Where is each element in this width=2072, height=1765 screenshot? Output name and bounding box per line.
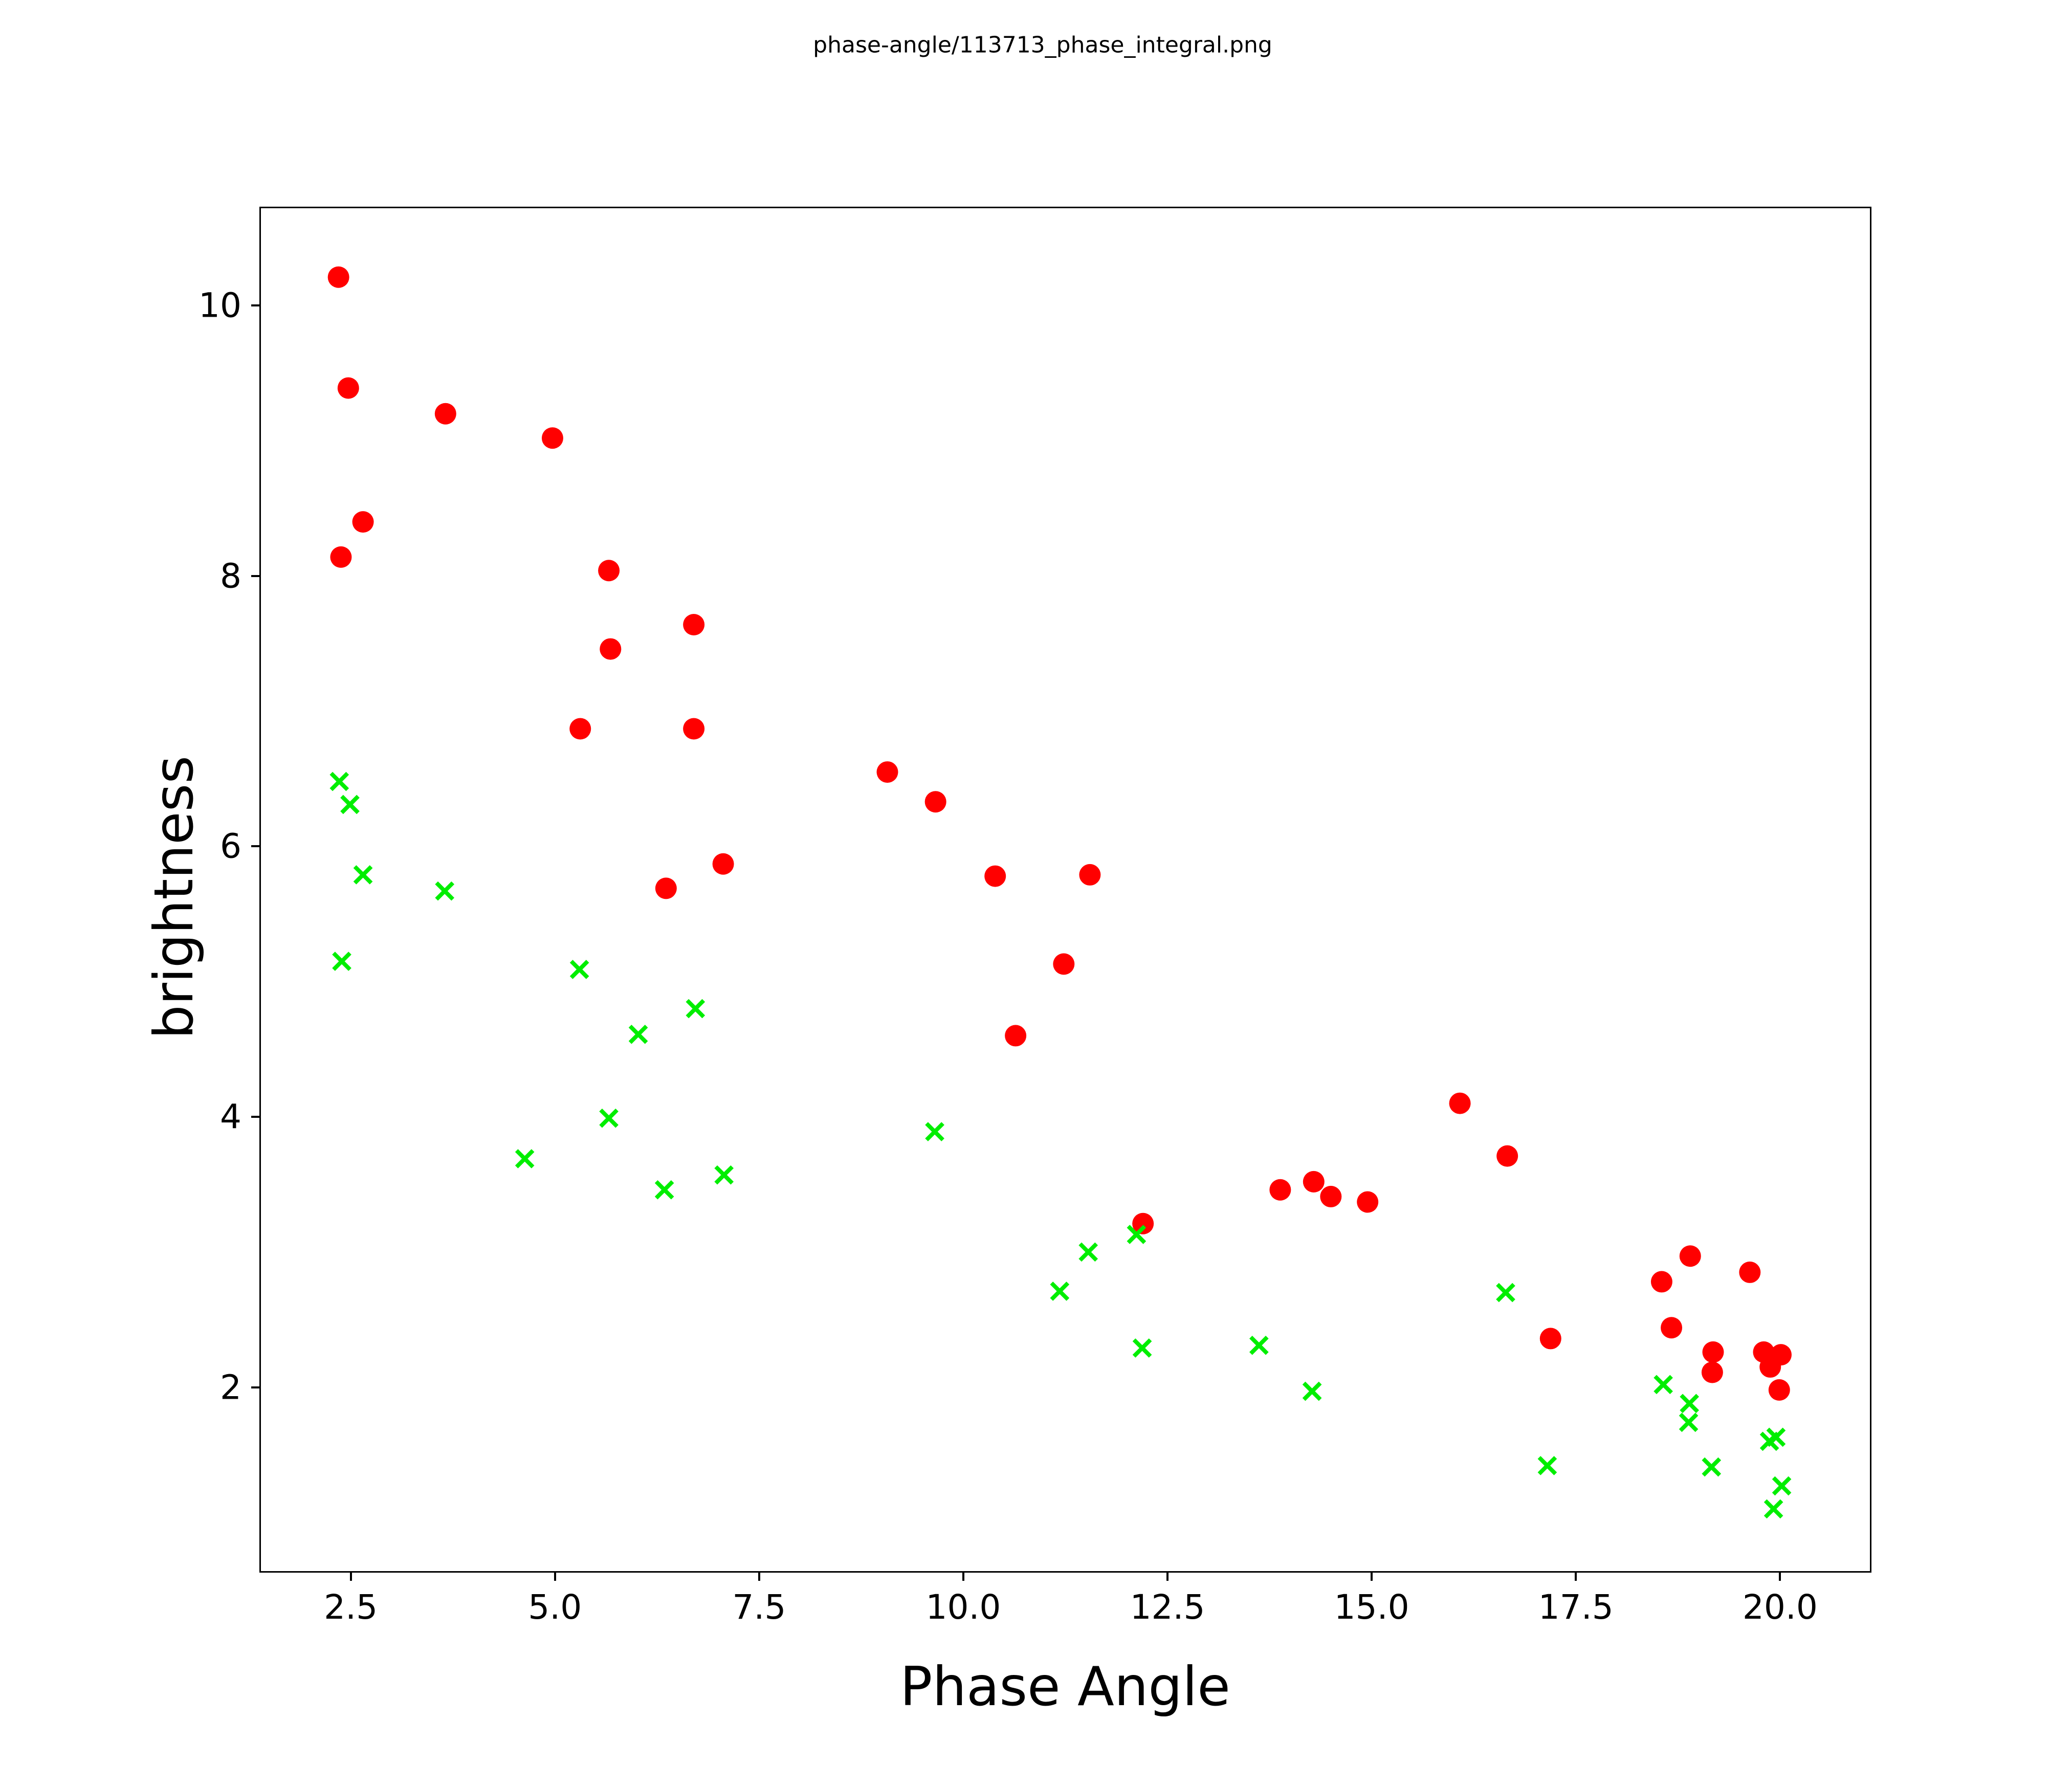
data-point-x: [628, 1024, 648, 1044]
x-tick-mark: [1371, 1573, 1373, 1581]
data-point-x: [435, 881, 455, 901]
x-axis-label: Phase Angle: [900, 1656, 1230, 1718]
y-tick-label: 2: [220, 1367, 241, 1407]
data-point-x: [1249, 1335, 1269, 1355]
data-point-x: [925, 1122, 944, 1141]
data-point-x: [569, 960, 589, 979]
data-point-circle: [655, 877, 677, 899]
data-point-x: [1078, 1242, 1098, 1262]
data-point-circle: [683, 718, 705, 740]
x-tick-mark: [758, 1573, 760, 1581]
data-point-circle: [1701, 1361, 1723, 1383]
y-tick-label: 4: [220, 1097, 241, 1137]
x-tick-label: 12.5: [1130, 1587, 1205, 1627]
scatter-plot: [327, 266, 1792, 1519]
data-point-circle: [924, 791, 946, 813]
x-tick-label: 2.5: [324, 1587, 378, 1627]
data-point-circle: [1357, 1191, 1379, 1213]
data-point-circle: [1449, 1092, 1471, 1114]
data-point-x: [599, 1108, 619, 1128]
y-tick-label: 8: [220, 556, 241, 596]
data-point-circle: [330, 546, 352, 568]
y-tick-mark: [251, 1116, 259, 1118]
data-point-circle: [1079, 864, 1101, 886]
data-point-circle: [1496, 1145, 1518, 1167]
data-point-x: [1127, 1225, 1147, 1244]
data-point-x: [353, 865, 373, 885]
data-point-x: [329, 771, 349, 791]
data-point-circle: [1768, 1379, 1790, 1401]
x-tick-mark: [349, 1573, 352, 1581]
x-tick-label: 20.0: [1742, 1587, 1818, 1627]
data-point-x: [340, 795, 360, 814]
data-point-x: [515, 1149, 535, 1168]
data-point-x: [686, 999, 706, 1019]
y-axis-label: brightness: [143, 756, 205, 1039]
data-point-x: [1679, 1413, 1699, 1432]
series-circle: [327, 266, 1792, 1401]
y-tick-mark: [251, 575, 259, 577]
data-point-circle: [1650, 1271, 1672, 1293]
y-tick-label: 10: [199, 285, 241, 325]
y-tick-mark: [251, 304, 259, 307]
data-point-circle: [598, 560, 620, 582]
data-point-circle: [1132, 1212, 1154, 1234]
data-point-circle: [1320, 1185, 1342, 1207]
data-point-circle: [1739, 1261, 1761, 1283]
data-point-x: [1702, 1457, 1722, 1477]
x-tick-label: 7.5: [732, 1587, 786, 1627]
data-point-circle: [1661, 1317, 1683, 1339]
x-tick-mark: [1575, 1573, 1577, 1581]
data-point-x: [714, 1165, 734, 1185]
y-tick-mark: [251, 1386, 259, 1388]
data-point-circle: [1005, 1025, 1027, 1047]
data-point-circle: [434, 403, 456, 425]
data-point-circle: [327, 266, 349, 288]
data-point-circle: [712, 853, 734, 875]
data-point-x: [1496, 1283, 1515, 1303]
data-point-x: [1537, 1456, 1557, 1475]
data-point-circle: [876, 761, 898, 783]
data-point-x: [1654, 1375, 1673, 1395]
data-point-circle: [352, 511, 374, 533]
data-point-circle: [1702, 1341, 1724, 1363]
x-tick-mark: [1779, 1573, 1781, 1581]
data-point-x: [1302, 1381, 1322, 1401]
data-point-circle: [984, 865, 1006, 887]
data-point-x: [1766, 1427, 1786, 1447]
x-tick-mark: [1166, 1573, 1169, 1581]
data-point-x: [1132, 1338, 1152, 1358]
y-tick-mark: [251, 845, 259, 848]
y-tick-label: 6: [220, 826, 241, 866]
data-point-x: [1772, 1476, 1792, 1496]
x-tick-label: 5.0: [528, 1587, 582, 1627]
data-point-circle: [1053, 953, 1075, 975]
x-tick-label: 10.0: [925, 1587, 1001, 1627]
data-point-circle: [1679, 1245, 1701, 1267]
plot-area: [259, 207, 1871, 1573]
data-point-circle: [1759, 1356, 1781, 1378]
x-tick-mark: [962, 1573, 964, 1581]
data-point-circle: [569, 718, 591, 740]
chart-title: phase-angle/113713_phase_integral.png: [813, 32, 1272, 58]
x-tick-label: 15.0: [1334, 1587, 1409, 1627]
data-point-x: [1050, 1282, 1070, 1301]
x-tick-mark: [554, 1573, 556, 1581]
data-point-circle: [600, 638, 622, 660]
data-point-circle: [541, 427, 563, 449]
data-point-x: [654, 1180, 674, 1200]
data-point-circle: [1303, 1171, 1325, 1193]
data-point-x: [332, 952, 351, 971]
data-point-circle: [1269, 1179, 1291, 1201]
data-point-x: [1680, 1394, 1700, 1414]
series-x: [329, 771, 1792, 1519]
data-point-circle: [683, 614, 705, 635]
data-point-circle: [1539, 1328, 1561, 1350]
data-point-x: [1764, 1499, 1783, 1519]
x-tick-label: 17.5: [1538, 1587, 1614, 1627]
data-point-circle: [337, 377, 359, 399]
